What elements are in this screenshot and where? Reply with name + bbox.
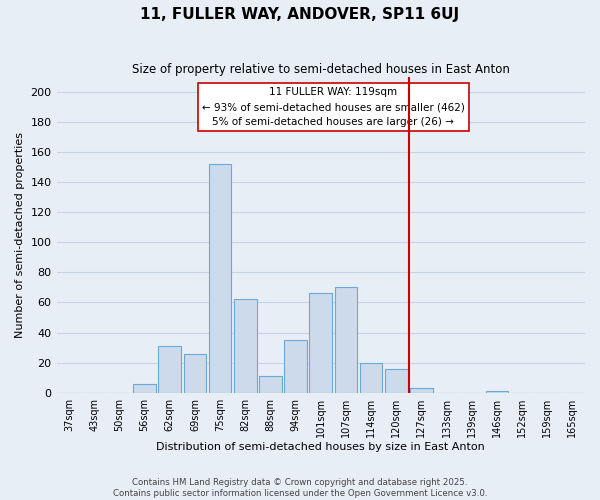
Bar xyxy=(310,294,332,392)
Text: 11, FULLER WAY, ANDOVER, SP11 6UJ: 11, FULLER WAY, ANDOVER, SP11 6UJ xyxy=(140,8,460,22)
X-axis label: Distribution of semi-detached houses by size in East Anton: Distribution of semi-detached houses by … xyxy=(157,442,485,452)
Bar xyxy=(385,368,407,392)
Bar xyxy=(184,354,206,393)
Bar xyxy=(259,376,282,392)
Bar xyxy=(284,340,307,392)
Y-axis label: Number of semi-detached properties: Number of semi-detached properties xyxy=(15,132,25,338)
Title: Size of property relative to semi-detached houses in East Anton: Size of property relative to semi-detach… xyxy=(132,62,510,76)
Bar xyxy=(209,164,232,392)
Bar xyxy=(360,362,382,392)
Bar xyxy=(485,391,508,392)
Bar xyxy=(335,288,357,393)
Text: Contains HM Land Registry data © Crown copyright and database right 2025.
Contai: Contains HM Land Registry data © Crown c… xyxy=(113,478,487,498)
Bar xyxy=(133,384,156,392)
Bar xyxy=(410,388,433,392)
Bar xyxy=(158,346,181,393)
Bar xyxy=(234,300,257,392)
Text: 11 FULLER WAY: 119sqm
← 93% of semi-detached houses are smaller (462)
5% of semi: 11 FULLER WAY: 119sqm ← 93% of semi-deta… xyxy=(202,87,465,127)
